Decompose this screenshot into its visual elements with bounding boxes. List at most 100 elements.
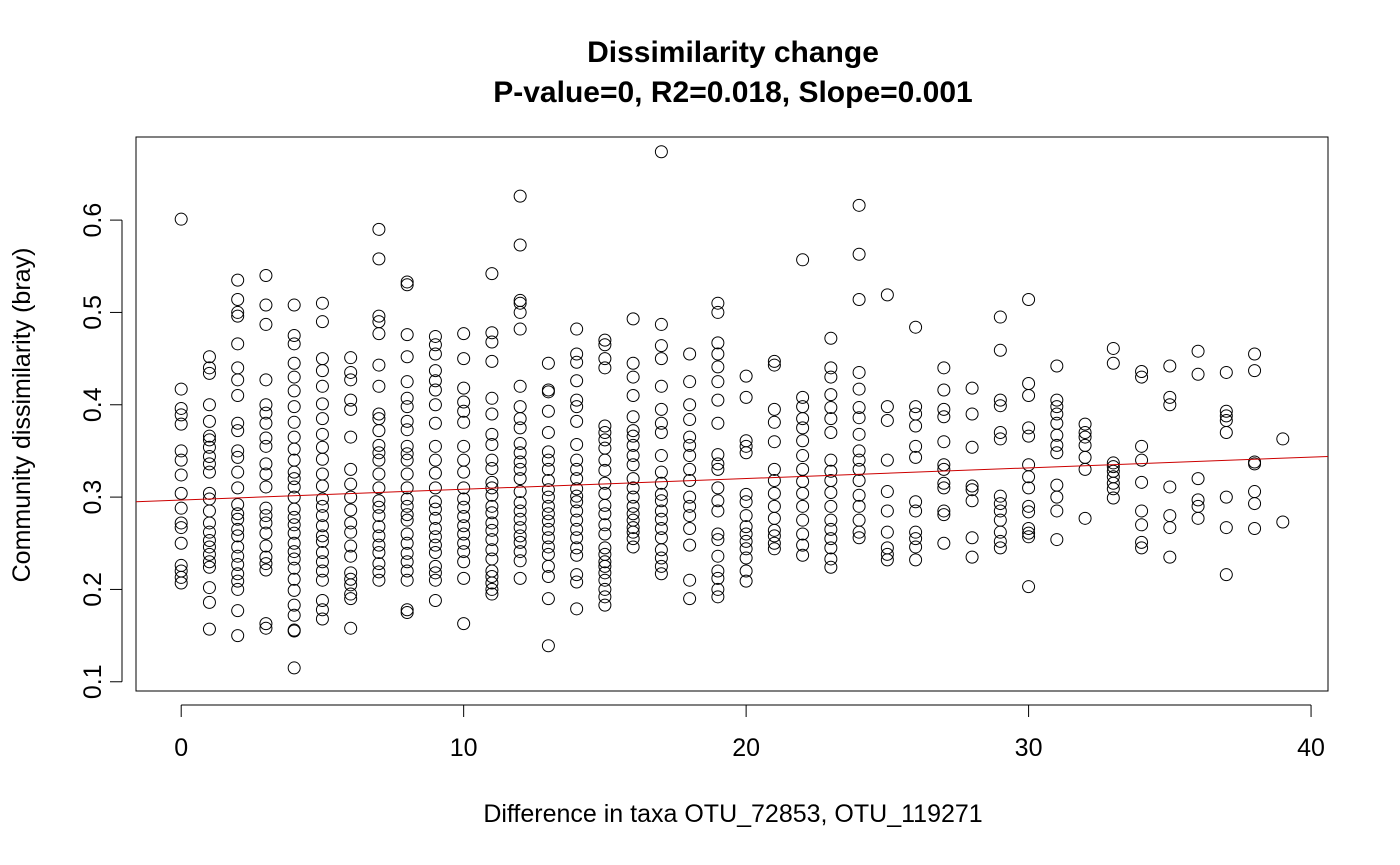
data-point bbox=[937, 476, 951, 490]
data-point bbox=[513, 521, 527, 535]
data-point bbox=[1191, 511, 1205, 525]
data-point bbox=[598, 527, 612, 541]
data-point bbox=[1050, 359, 1064, 373]
data-point bbox=[626, 521, 640, 535]
data-point bbox=[287, 370, 301, 384]
data-point bbox=[880, 400, 894, 414]
data-point bbox=[1106, 456, 1120, 470]
data-point bbox=[1163, 398, 1177, 412]
data-point bbox=[683, 592, 697, 606]
data-point bbox=[711, 448, 725, 462]
data-point bbox=[513, 437, 527, 451]
data-point bbox=[202, 547, 216, 561]
data-point bbox=[1078, 417, 1092, 431]
data-point bbox=[993, 497, 1007, 511]
data-point bbox=[993, 399, 1007, 413]
data-point bbox=[428, 566, 442, 580]
data-point bbox=[485, 543, 499, 557]
y-axis: 0.1 0.2 0.3 0.4 0.5 0.6 bbox=[79, 203, 123, 699]
data-point bbox=[202, 433, 216, 447]
data-point bbox=[1022, 481, 1036, 495]
data-point bbox=[231, 574, 245, 588]
data-point bbox=[570, 374, 584, 388]
data-point bbox=[880, 485, 894, 499]
data-point bbox=[796, 253, 810, 267]
data-point bbox=[541, 499, 555, 513]
data-point bbox=[739, 551, 753, 565]
data-point bbox=[428, 511, 442, 525]
data-point bbox=[570, 568, 584, 582]
data-point bbox=[852, 198, 866, 212]
data-point bbox=[287, 518, 301, 532]
data-point bbox=[767, 473, 781, 487]
data-point bbox=[315, 379, 329, 393]
data-point bbox=[654, 145, 668, 159]
data-point bbox=[626, 370, 640, 384]
data-point bbox=[174, 212, 188, 226]
data-point bbox=[174, 570, 188, 584]
data-point bbox=[513, 535, 527, 549]
data-point bbox=[485, 488, 499, 502]
data-point bbox=[231, 293, 245, 307]
data-point bbox=[937, 361, 951, 375]
data-point bbox=[287, 356, 301, 370]
data-point bbox=[287, 572, 301, 586]
data-point bbox=[428, 439, 442, 453]
data-point bbox=[372, 481, 386, 495]
data-point bbox=[400, 439, 414, 453]
data-point bbox=[1219, 365, 1233, 379]
data-point bbox=[626, 410, 640, 424]
y-axis-label: Community dissimilarity (bray) bbox=[8, 248, 36, 583]
data-point bbox=[937, 462, 951, 476]
data-point bbox=[711, 481, 725, 495]
data-point bbox=[400, 453, 414, 467]
data-point bbox=[739, 564, 753, 578]
data-point bbox=[259, 550, 273, 564]
data-point bbox=[654, 379, 668, 393]
data-point bbox=[909, 400, 923, 414]
data-point bbox=[513, 446, 527, 460]
data-point bbox=[683, 438, 697, 452]
data-point bbox=[711, 375, 725, 389]
data-point bbox=[824, 532, 838, 546]
data-point bbox=[315, 479, 329, 493]
data-point bbox=[739, 527, 753, 541]
data-point bbox=[259, 439, 273, 453]
data-point bbox=[1050, 490, 1064, 504]
data-point bbox=[457, 500, 471, 514]
data-point bbox=[315, 427, 329, 441]
data-point bbox=[485, 461, 499, 475]
data-point bbox=[598, 338, 612, 352]
data-point bbox=[598, 555, 612, 569]
data-point bbox=[344, 516, 358, 530]
data-point bbox=[400, 423, 414, 437]
data-point bbox=[711, 504, 725, 518]
data-point bbox=[1163, 359, 1177, 373]
data-point bbox=[541, 385, 555, 399]
data-point bbox=[457, 492, 471, 506]
data-point bbox=[174, 536, 188, 550]
data-point bbox=[400, 391, 414, 405]
data-point bbox=[428, 416, 442, 430]
data-point bbox=[344, 477, 358, 491]
data-point bbox=[767, 358, 781, 372]
data-point bbox=[513, 421, 527, 435]
data-point bbox=[372, 327, 386, 341]
data-point bbox=[315, 564, 329, 578]
data-point bbox=[965, 483, 979, 497]
data-point bbox=[880, 504, 894, 518]
data-point bbox=[287, 442, 301, 456]
data-point bbox=[1022, 429, 1036, 443]
data-point bbox=[796, 513, 810, 527]
data-point bbox=[344, 539, 358, 553]
y-tick-label: 0.1 bbox=[79, 664, 107, 699]
data-point bbox=[683, 490, 697, 504]
data-point bbox=[541, 356, 555, 370]
data-point bbox=[457, 555, 471, 569]
data-point bbox=[315, 573, 329, 587]
data-point bbox=[626, 458, 640, 472]
data-point bbox=[287, 510, 301, 524]
data-point bbox=[428, 495, 442, 509]
data-point bbox=[174, 382, 188, 396]
data-point bbox=[1163, 390, 1177, 404]
